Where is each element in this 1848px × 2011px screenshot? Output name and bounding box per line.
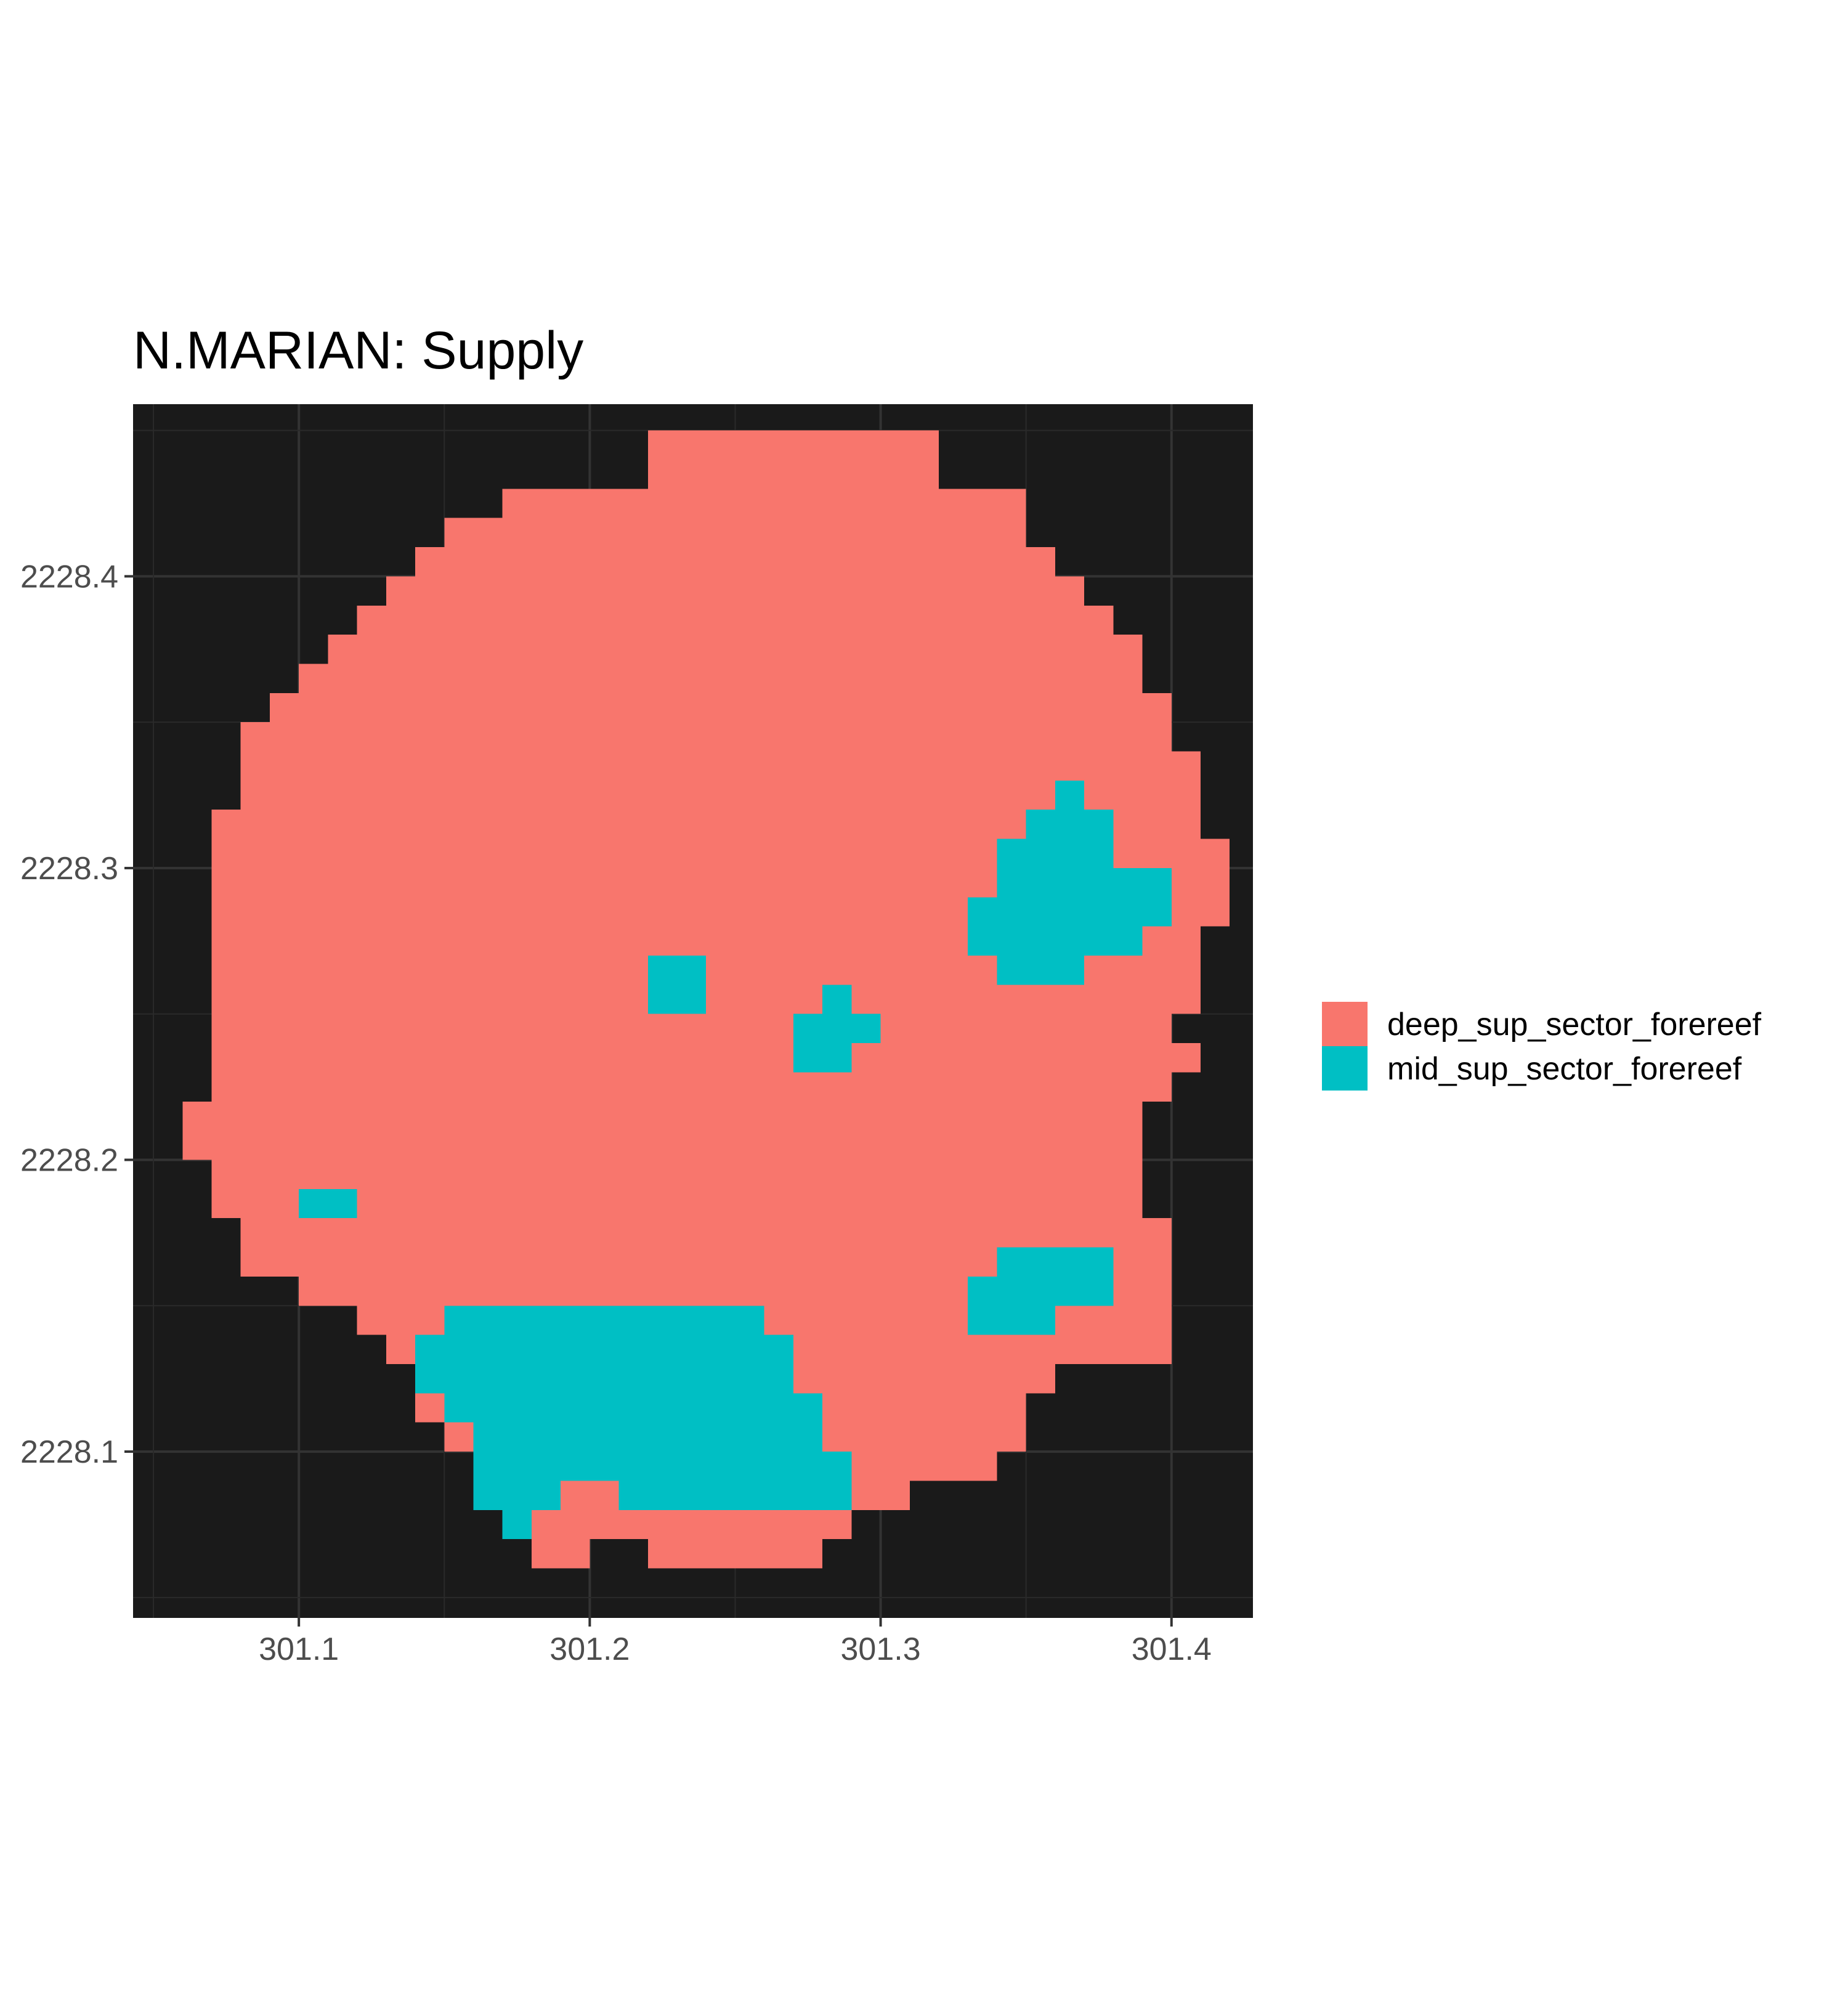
raster-cell-deep: [415, 547, 1055, 577]
y-tick-label: 2228.4: [20, 559, 118, 595]
raster-cell-mid: [968, 1306, 1055, 1335]
raster-cell-mid: [793, 1043, 852, 1073]
legend-key-mid: [1322, 1046, 1368, 1091]
raster-cell-deep: [240, 722, 1172, 752]
raster-cell-mid: [415, 1364, 793, 1394]
raster-cell-mid: [968, 897, 1172, 927]
raster-cell-mid: [473, 1481, 561, 1510]
axes: 301.1 301.2 301.3 301.4 2228.1 2228.2 2228.3 22…: [20, 559, 1212, 1667]
raster-cell-deep: [357, 605, 1114, 635]
raster-cell-mid: [997, 1247, 1114, 1277]
raster-cell-deep: [647, 459, 939, 489]
raster-cell-deep: [182, 1131, 1143, 1160]
raster-cell-deep: [328, 635, 1143, 664]
raster-cell-mid: [299, 1188, 357, 1219]
raster-cell-deep: [444, 518, 1026, 548]
chart-title: N.MARIAN: Supply: [133, 321, 583, 380]
raster-cell-mid: [822, 985, 852, 1014]
y-tick-label: 2228.3: [20, 851, 118, 887]
raster-cell-deep: [211, 1043, 1201, 1073]
x-tick-label: 301.3: [841, 1631, 921, 1667]
raster-cell-mid: [997, 867, 1172, 898]
raster-cell-deep: [386, 576, 1085, 606]
raster-cell-mid: [618, 1481, 852, 1510]
raster-cell-deep: [240, 751, 1201, 781]
legend: deep_sup_sector_forereef mid_sup_sector_…: [1322, 1002, 1762, 1091]
y-tick-label: 2228.1: [20, 1434, 118, 1470]
y-tick-label: 2228.2: [20, 1143, 118, 1179]
raster-cell-mid: [473, 1422, 823, 1452]
raster-cells: [182, 430, 1230, 1569]
x-tick-label: 301.1: [259, 1631, 339, 1667]
raster-cell-deep: [502, 489, 1026, 518]
raster-cell-deep: [647, 1539, 823, 1569]
raster-cell-deep: [531, 1539, 590, 1569]
x-tick-label: 301.2: [549, 1631, 630, 1667]
raster-cell-mid: [647, 956, 707, 985]
raster-cell-mid: [415, 1335, 793, 1365]
raster-cell-mid: [968, 1276, 1114, 1306]
legend-key-deep: [1322, 1002, 1368, 1046]
raster-cell-deep: [240, 1218, 1172, 1248]
raster-cell-deep: [211, 1188, 1143, 1219]
raster-cell-deep: [299, 664, 1143, 693]
raster-cell-deep: [269, 693, 1172, 723]
legend-label-deep: deep_sup_sector_forereef: [1387, 1007, 1762, 1042]
raster-cell-mid: [444, 1393, 823, 1423]
raster-cell-mid: [793, 1014, 881, 1044]
raster-cell-mid: [997, 839, 1114, 868]
raster-cell-mid: [473, 1452, 852, 1481]
raster-cell-mid: [1055, 780, 1085, 810]
raster-cell-deep: [647, 430, 939, 460]
legend-label-mid: mid_sup_sector_forereef: [1387, 1051, 1742, 1087]
raster-cell-deep: [240, 780, 1201, 810]
raster-cell-deep: [502, 1509, 852, 1540]
raster-cell-deep: [211, 1160, 1143, 1189]
x-tick-label: 301.4: [1132, 1631, 1212, 1667]
raster-cell-mid: [502, 1509, 532, 1540]
raster-cell-deep: [211, 1072, 1172, 1102]
raster-cell-deep: [182, 1101, 1143, 1131]
raster-cell-mid: [444, 1306, 764, 1335]
raster-cell-mid: [968, 926, 1143, 956]
raster-cell-mid: [997, 956, 1085, 985]
raster-cell-mid: [1026, 810, 1114, 839]
raster-cell-mid: [647, 985, 707, 1014]
raster-cell-deep: [211, 1014, 1172, 1044]
